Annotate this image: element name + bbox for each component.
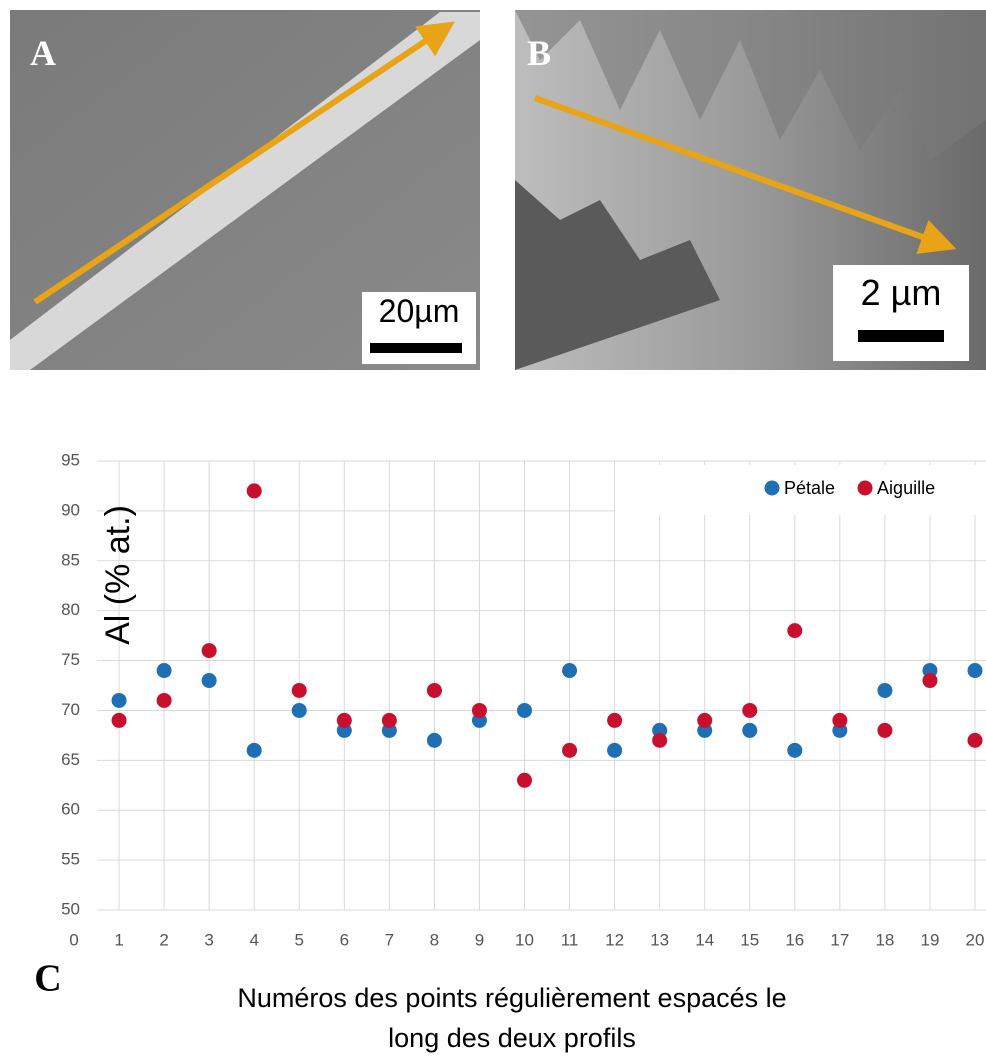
chart: Al (% at.) C Numéros des points régulièr… (34, 450, 986, 1053)
y-tick-label: 80 (61, 600, 80, 619)
x-tick-label: 5 (295, 930, 304, 949)
x-axis-label: Numéros des points régulièrement espacés… (237, 983, 786, 1013)
point (426, 732, 442, 748)
point (697, 712, 713, 728)
point (787, 623, 803, 639)
y-tick-label: 90 (61, 500, 80, 519)
x-tick-label: 15 (740, 930, 759, 949)
point (517, 772, 532, 788)
shadow (515, 10, 986, 160)
x-tick-label: 13 (650, 930, 669, 949)
point (877, 722, 893, 738)
x-tick-label: 12 (605, 930, 624, 949)
legend-label: Pétale (784, 478, 835, 498)
point (652, 732, 668, 748)
point (922, 673, 938, 689)
x-tick-label: 2 (159, 930, 168, 949)
point (111, 692, 127, 708)
scale-label: 20µm (379, 293, 460, 329)
legend-marker (764, 480, 780, 496)
x-tick-label: 0 (69, 930, 78, 949)
point (381, 712, 397, 728)
scale-bar (858, 330, 944, 342)
x-tick-label: 9 (475, 930, 484, 949)
point (562, 663, 578, 679)
x-tick-label: 7 (385, 930, 394, 949)
x-axis-label: long des deux profils (388, 1023, 636, 1053)
point (336, 712, 352, 728)
panel-label: B (527, 33, 551, 73)
legend-marker (857, 480, 873, 496)
scale-box (833, 265, 969, 361)
y-tick-label: 60 (61, 800, 80, 819)
panel-b: B 2 µm (515, 10, 986, 370)
point (967, 663, 983, 679)
point (787, 742, 803, 758)
y-tick-label: 85 (61, 550, 80, 569)
point (607, 712, 623, 728)
x-tick-label: 18 (875, 930, 894, 949)
point (742, 702, 758, 718)
needle (10, 12, 480, 370)
point (967, 732, 983, 748)
legend-label: Aiguille (877, 478, 935, 498)
profile-arrow (33, 21, 455, 305)
point (291, 702, 307, 718)
point (877, 682, 893, 698)
shadow (515, 180, 720, 370)
scale-bar (370, 343, 462, 353)
point (471, 702, 487, 718)
y-tick-label: 70 (61, 700, 80, 719)
x-tick-label: 6 (340, 930, 349, 949)
profile-arrow (533, 95, 957, 254)
point (201, 673, 217, 689)
point (832, 712, 848, 728)
x-tick-label: 4 (249, 930, 258, 949)
point (742, 722, 758, 738)
point (607, 742, 623, 758)
x-tick-label: 3 (204, 930, 213, 949)
point (291, 682, 307, 698)
point (201, 643, 217, 659)
x-tick-label: 11 (561, 930, 579, 949)
x-tick-label: 17 (830, 930, 849, 949)
x-tick-label: 10 (515, 930, 534, 949)
y-tick-label: 55 (61, 850, 80, 869)
x-tick-label: 20 (966, 930, 985, 949)
legend-box (615, 465, 986, 515)
x-tick-label: 8 (430, 930, 439, 949)
point (156, 663, 172, 679)
y-tick-label: 65 (61, 750, 80, 769)
y-tick-label: 50 (61, 899, 80, 918)
x-tick-label: 19 (920, 930, 939, 949)
panel-a: A 20µm (10, 10, 480, 370)
point (562, 742, 578, 758)
panel-label: C (34, 958, 61, 1000)
point (246, 742, 262, 758)
point (156, 692, 172, 708)
y-axis-label: Al (% at.) (99, 505, 137, 645)
scale-label: 2 µm (861, 272, 942, 313)
x-tick-label: 16 (785, 930, 804, 949)
panel-label: A (30, 33, 56, 73)
x-tick-label: 1 (114, 930, 123, 949)
point (246, 483, 262, 499)
point (111, 712, 127, 728)
point (426, 682, 442, 698)
y-tick-label: 75 (61, 650, 80, 669)
point (517, 702, 532, 718)
grid (97, 460, 986, 911)
y-tick-label: 95 (61, 450, 80, 469)
x-tick-label: 14 (695, 930, 714, 949)
